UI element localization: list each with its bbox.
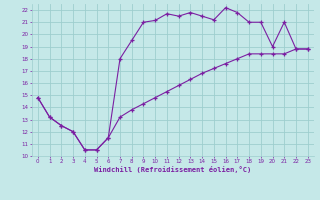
X-axis label: Windchill (Refroidissement éolien,°C): Windchill (Refroidissement éolien,°C) [94,166,252,173]
